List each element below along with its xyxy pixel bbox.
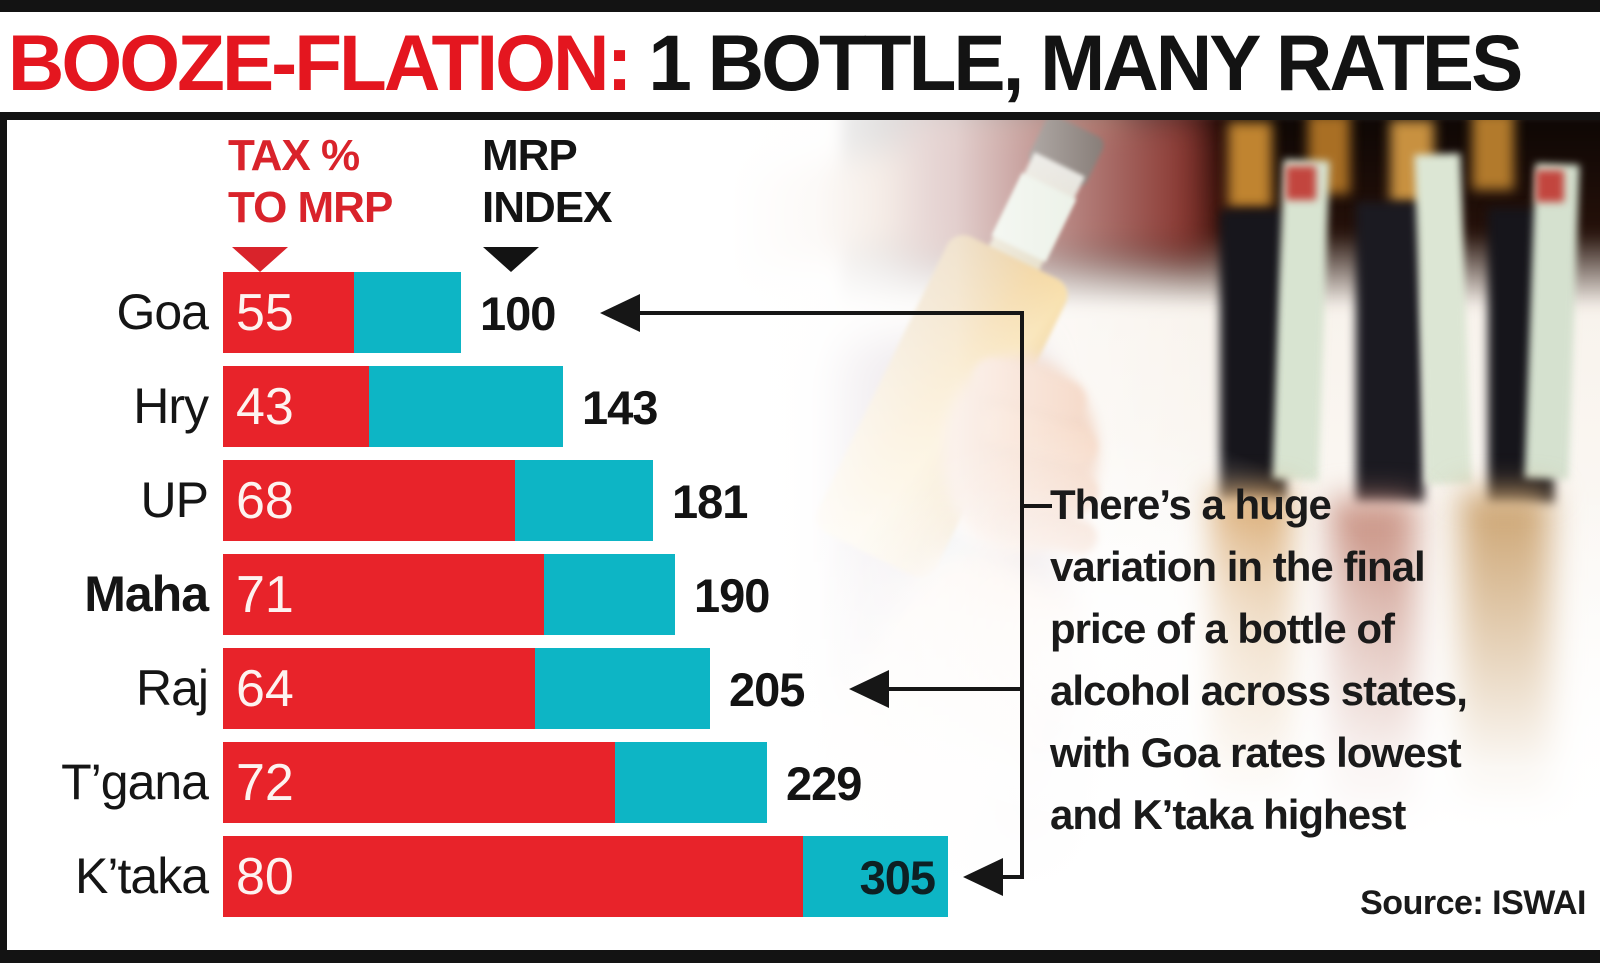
tax-segment: 71 xyxy=(223,554,544,635)
tax-segment: 43 xyxy=(223,366,370,447)
tax-segment: 64 xyxy=(223,648,535,729)
mrp-index-column-header: MRP INDEX xyxy=(482,130,612,234)
state-label: Hry xyxy=(133,378,209,434)
connector-line xyxy=(638,310,1024,315)
tax-column-header: TAX % TO MRP xyxy=(228,130,393,234)
stacked-bar: 72 xyxy=(223,742,767,823)
index-header-line1: MRP xyxy=(482,131,578,180)
tax-segment: 72 xyxy=(223,742,615,823)
mrp-index-value: 205 xyxy=(729,663,805,716)
mrp-index-value: 181 xyxy=(672,475,748,528)
tax-segment: 68 xyxy=(223,460,516,541)
connector-tick xyxy=(1020,504,1052,508)
photo-text-halo xyxy=(730,120,1600,950)
headline: BOOZE-FLATION: 1 BOTTLE, MANY RATES xyxy=(0,12,1584,114)
stacked-bar: 43 xyxy=(223,366,563,447)
tax-value: 43 xyxy=(236,378,294,436)
left-arrow-icon xyxy=(849,669,889,708)
tax-value: 72 xyxy=(236,754,294,812)
left-arrow-icon xyxy=(600,293,640,332)
annotation-text: There’s a huge variation in the final pr… xyxy=(1050,481,1468,838)
mrp-index-value: 190 xyxy=(694,569,770,622)
mrp-index-value: 305 xyxy=(859,851,936,904)
state-label: Maha xyxy=(84,566,209,622)
stacked-bar: 71 xyxy=(223,554,675,635)
state-label: UP xyxy=(140,472,209,528)
bar-row: T’gana 72 229 xyxy=(7,742,948,823)
connector-vertical-line xyxy=(1020,312,1024,877)
stacked-bar: 55 xyxy=(223,272,461,353)
tax-value: 64 xyxy=(236,660,294,718)
tax-header-line2: TO MRP xyxy=(228,183,393,232)
bar-row: Raj 64 205 xyxy=(7,648,948,729)
source-credit: Source: ISWAI xyxy=(1360,884,1586,922)
tax-value: 68 xyxy=(236,472,294,530)
stacked-bar: 64 xyxy=(223,648,710,729)
liquor-store-photo xyxy=(730,120,1600,950)
bar-row: UP 68 181 xyxy=(7,460,948,541)
bar-row: K’taka 80 305 xyxy=(7,836,948,917)
tax-header-line1: TAX % xyxy=(228,131,360,180)
tax-segment: 55 xyxy=(223,272,354,353)
headline-black: 1 BOTTLE, MANY RATES xyxy=(629,18,1523,107)
bar-row: Goa 55 100 xyxy=(7,272,948,353)
top-black-strip xyxy=(0,0,1600,12)
panel-border-top xyxy=(0,112,1600,120)
tax-value: 80 xyxy=(236,848,294,906)
bottom-black-strip xyxy=(0,950,1600,963)
headline-red: BOOZE-FLATION: xyxy=(7,18,633,107)
state-label: T’gana xyxy=(61,754,209,810)
state-label: Raj xyxy=(135,660,209,716)
left-arrow-icon xyxy=(963,857,1003,896)
connector-line xyxy=(1001,874,1024,879)
black-down-triangle-icon xyxy=(483,247,539,272)
title-band: BOOZE-FLATION: 1 BOTTLE, MANY RATES xyxy=(0,12,1600,112)
red-down-triangle-icon xyxy=(232,247,288,272)
stacked-bar: 68 xyxy=(223,460,653,541)
mrp-index-value: 229 xyxy=(786,757,862,810)
bar-row: Hry 43 143 xyxy=(7,366,948,447)
bar-chart: Goa 55 100 Hry 43 143 UP 68 181 Maha 71 xyxy=(7,272,948,930)
tax-value: 71 xyxy=(236,566,294,624)
index-header-line2: INDEX xyxy=(482,183,612,232)
panel-border-left xyxy=(0,112,7,950)
mrp-index-value: 100 xyxy=(480,287,556,340)
state-label: K’taka xyxy=(75,848,209,904)
connector-line xyxy=(887,686,1024,691)
tax-value: 55 xyxy=(236,284,294,342)
state-label: Goa xyxy=(116,284,209,340)
tax-segment: 80 xyxy=(223,836,803,917)
mrp-index-value: 143 xyxy=(582,381,658,434)
bar-row: Maha 71 190 xyxy=(7,554,948,635)
stacked-bar: 80 305 xyxy=(223,836,948,917)
